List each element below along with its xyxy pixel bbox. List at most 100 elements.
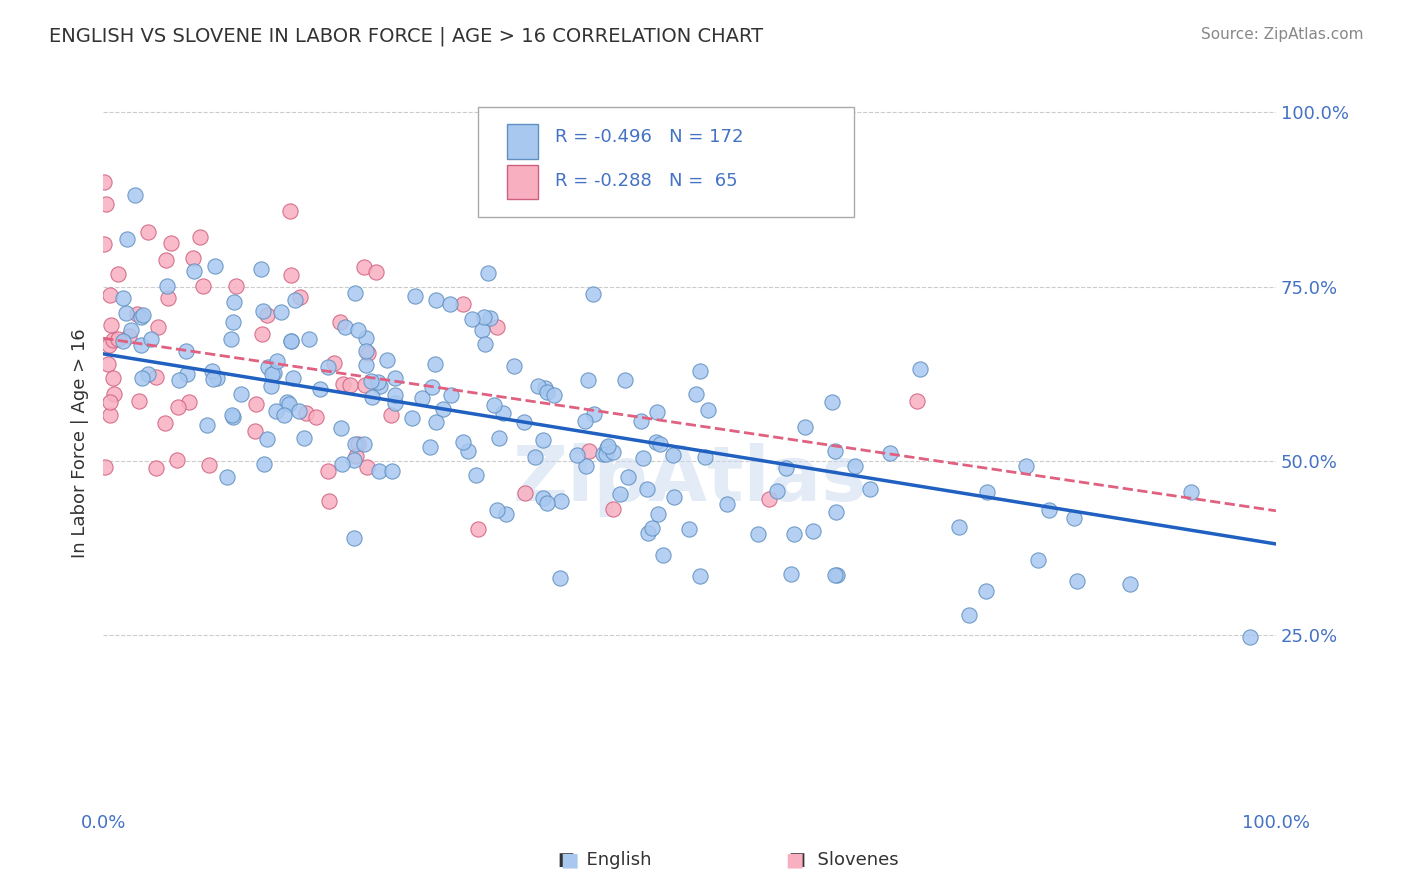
English	[253, 457, 276, 471]
Slovenes	[107, 333, 129, 347]
English	[1180, 485, 1202, 500]
English	[298, 332, 321, 346]
English	[384, 371, 406, 385]
Text: ■  Slovenes: ■ Slovenes	[789, 851, 898, 869]
English	[1015, 458, 1038, 473]
English	[115, 306, 138, 320]
Text: ENGLISH VS SLOVENE IN LABOR FORCE | AGE > 16 CORRELATION CHART: ENGLISH VS SLOVENE IN LABOR FORCE | AGE …	[49, 27, 763, 46]
Slovenes	[100, 318, 122, 333]
Text: R = -0.496   N = 172: R = -0.496 N = 172	[555, 128, 744, 146]
English	[330, 421, 353, 435]
English	[353, 437, 375, 451]
English	[513, 415, 536, 429]
English	[204, 259, 226, 273]
English	[631, 451, 654, 466]
English	[354, 331, 377, 345]
Slovenes	[148, 320, 170, 334]
English	[277, 397, 299, 411]
English	[824, 568, 846, 582]
English	[167, 373, 190, 387]
English	[527, 379, 550, 393]
Slovenes	[157, 291, 180, 305]
English	[974, 584, 997, 599]
Slovenes	[339, 377, 361, 392]
English	[1038, 503, 1060, 517]
English	[472, 310, 495, 324]
Slovenes	[166, 453, 188, 467]
Slovenes	[191, 278, 214, 293]
English	[201, 364, 224, 378]
English	[503, 359, 526, 373]
English	[948, 520, 970, 534]
Slovenes	[467, 523, 489, 537]
English	[425, 415, 447, 429]
English	[637, 525, 659, 540]
English	[794, 420, 817, 434]
English	[440, 388, 463, 402]
Slovenes	[288, 290, 311, 304]
English	[844, 458, 866, 473]
English	[344, 437, 367, 451]
Slovenes	[94, 460, 117, 475]
English	[488, 431, 510, 445]
English	[354, 344, 377, 359]
English	[536, 385, 558, 400]
English	[129, 310, 152, 324]
English	[205, 371, 228, 385]
English	[287, 404, 309, 418]
English	[343, 531, 366, 545]
English	[266, 354, 288, 368]
English	[474, 337, 496, 351]
English	[451, 434, 474, 449]
Slovenes	[128, 393, 150, 408]
English	[565, 448, 588, 462]
Text: ZipAtlas: ZipAtlas	[512, 443, 868, 517]
Slovenes	[485, 320, 508, 334]
English	[1066, 574, 1088, 589]
Slovenes	[101, 334, 124, 348]
Slovenes	[188, 229, 211, 244]
Slovenes	[905, 393, 928, 408]
Slovenes	[329, 315, 352, 329]
English	[486, 502, 509, 516]
English	[780, 566, 803, 581]
Slovenes	[93, 236, 115, 251]
Slovenes	[98, 408, 121, 422]
Slovenes	[366, 265, 388, 279]
Y-axis label: In Labor Force | Age > 16: In Labor Force | Age > 16	[72, 328, 89, 558]
English	[131, 370, 153, 384]
English	[404, 288, 426, 302]
Slovenes	[145, 370, 167, 384]
English	[747, 526, 769, 541]
Slovenes	[278, 203, 301, 218]
English	[411, 391, 433, 405]
English	[596, 442, 619, 456]
English	[689, 364, 711, 378]
English	[120, 323, 142, 337]
English	[368, 378, 391, 392]
English	[533, 380, 555, 394]
Slovenes	[93, 175, 115, 189]
English	[222, 409, 245, 424]
English	[716, 498, 738, 512]
English	[630, 413, 652, 427]
English	[183, 264, 205, 278]
English	[381, 464, 404, 478]
English	[343, 286, 366, 301]
English	[111, 291, 134, 305]
Text: Source: ZipAtlas.com: Source: ZipAtlas.com	[1201, 27, 1364, 42]
English	[595, 447, 617, 461]
Slovenes	[107, 268, 129, 282]
Slovenes	[98, 394, 121, 409]
Slovenes	[515, 486, 537, 500]
Text: R = -0.288   N =  65: R = -0.288 N = 65	[555, 172, 737, 190]
English	[129, 338, 152, 352]
English	[367, 375, 389, 389]
English	[662, 448, 685, 462]
English	[578, 373, 600, 387]
English	[332, 457, 354, 471]
English	[641, 521, 664, 535]
Slovenes	[758, 492, 780, 507]
English	[495, 507, 517, 521]
Slovenes	[318, 494, 340, 508]
